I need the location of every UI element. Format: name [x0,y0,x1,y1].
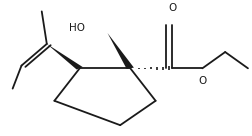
Text: O: O [198,76,206,86]
Polygon shape [107,33,133,69]
Text: O: O [167,3,175,13]
Polygon shape [47,44,82,69]
Text: HO: HO [69,23,84,33]
